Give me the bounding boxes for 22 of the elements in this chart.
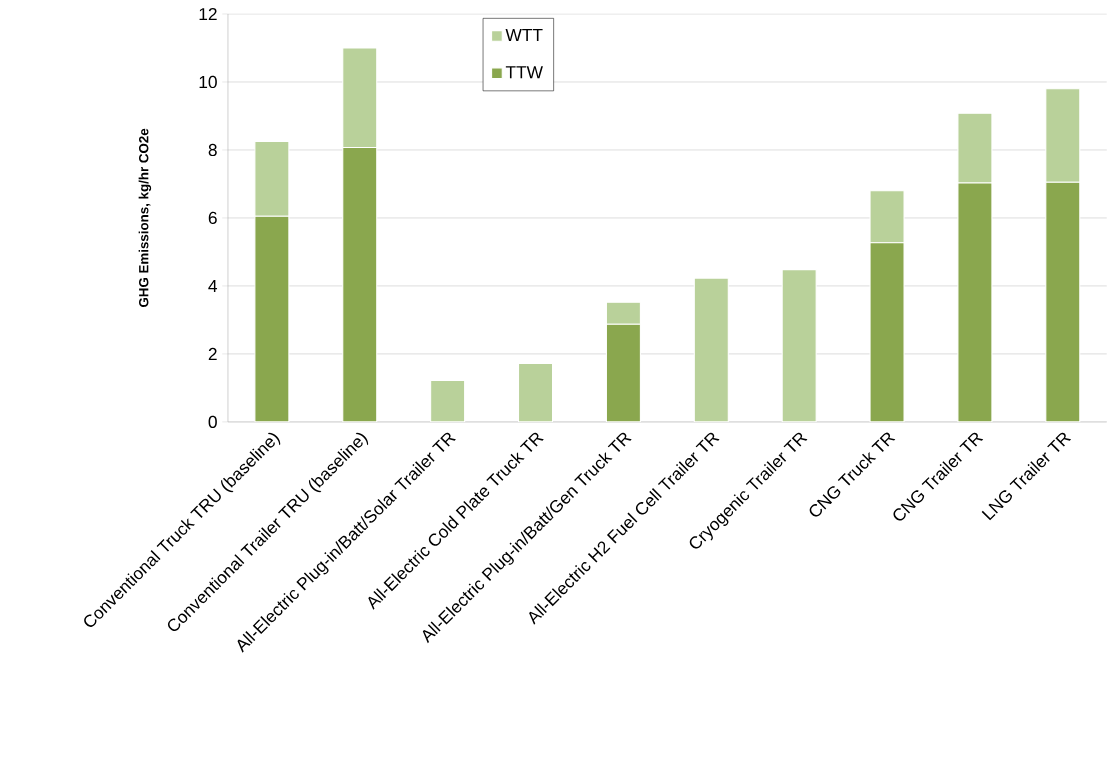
y-tick-label: 2 <box>208 347 217 361</box>
bar <box>781 269 817 422</box>
bar <box>605 301 641 325</box>
y-axis-title: GHG Emissions, kg/hr CO2e <box>138 128 152 308</box>
legend-label: TTW <box>505 66 543 79</box>
bar <box>430 379 466 422</box>
bar <box>254 215 290 422</box>
bar <box>1045 181 1081 422</box>
bar <box>605 323 641 422</box>
y-tick-label: 12 <box>199 8 217 21</box>
bar <box>517 362 554 422</box>
y-tick-label: 8 <box>208 143 217 157</box>
bar <box>342 147 378 422</box>
y-tick-label: 10 <box>199 75 217 89</box>
y-tick-label: 0 <box>208 415 217 429</box>
y-tick-label: 4 <box>208 280 218 292</box>
bar <box>869 190 905 244</box>
legend-label: WTT <box>505 29 543 42</box>
bar <box>693 277 729 422</box>
bar <box>957 182 993 422</box>
bar <box>869 242 905 422</box>
y-tick-label: 6 <box>208 211 217 225</box>
